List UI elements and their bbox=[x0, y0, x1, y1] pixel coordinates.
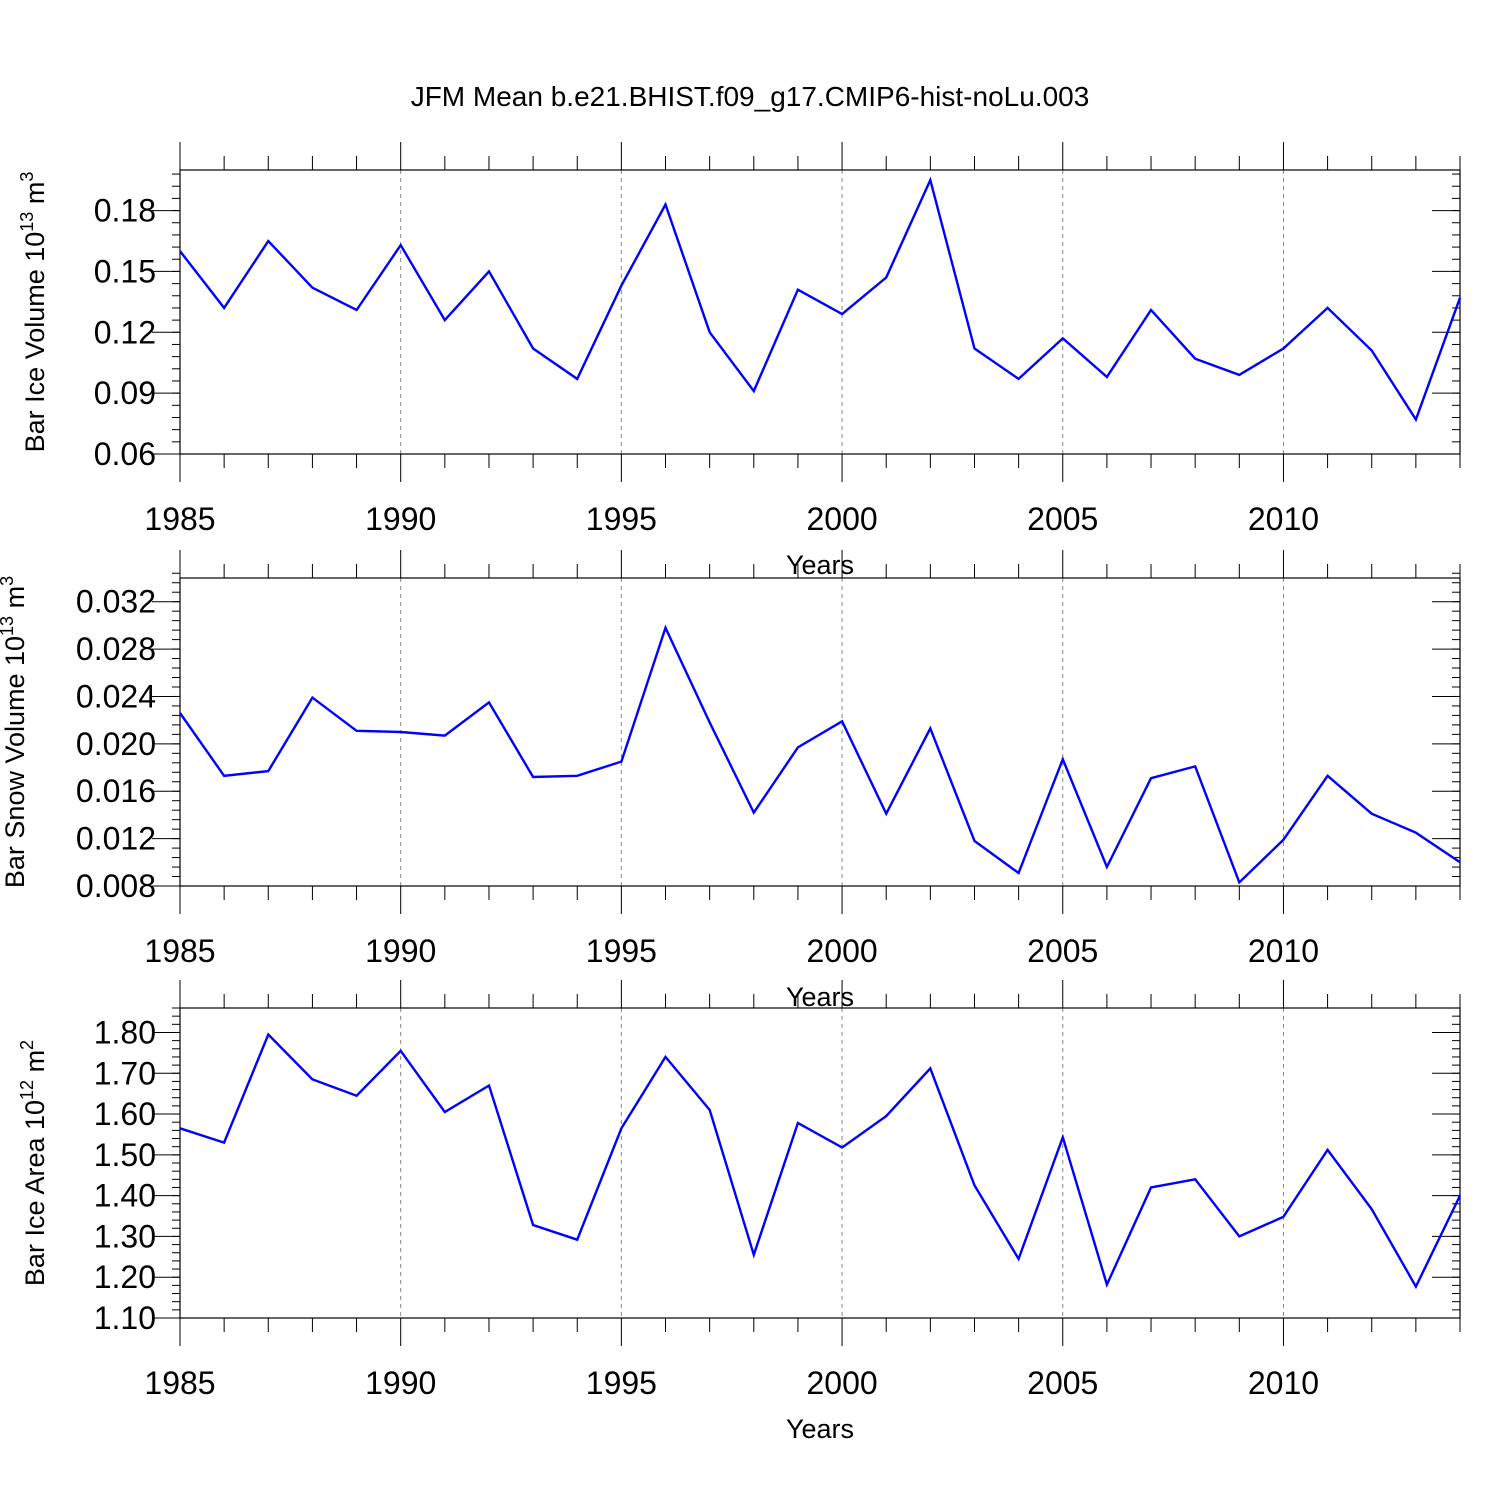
figure-title: JFM Mean b.e21.BHIST.f09_g17.CMIP6-hist-… bbox=[411, 81, 1090, 112]
y-tick-label: 0.15 bbox=[94, 253, 156, 289]
y-tick-label: 0.12 bbox=[94, 314, 156, 350]
plot-frame bbox=[179, 1007, 1461, 1319]
y-tick-label: 1.30 bbox=[94, 1218, 156, 1254]
x-tick-label: 2005 bbox=[1027, 933, 1098, 969]
x-tick-label: 2010 bbox=[1248, 1365, 1319, 1401]
plot-frame bbox=[179, 169, 1461, 455]
y-tick-label: 0.06 bbox=[94, 436, 156, 472]
x-tick-label: 1995 bbox=[586, 1365, 657, 1401]
x-tick-label: 1985 bbox=[144, 1365, 215, 1401]
x-tick-label: 2000 bbox=[806, 501, 877, 537]
y-tick-label: 0.020 bbox=[76, 726, 156, 762]
panel-3: 1.10 1.20 1.30 1.40 1.50 1.60 1.70 1.80 1985 1990… bbox=[17, 980, 1462, 1444]
panels: 0.06 0.09 0.12 0.15 0.18 1985 1990 1995 2000 2005… bbox=[0, 142, 1462, 1444]
y-tick-label: 1.20 bbox=[94, 1259, 156, 1295]
x-axis-title: Years bbox=[786, 550, 854, 580]
series-line bbox=[179, 624, 1461, 885]
x-tick-label: 2000 bbox=[806, 1365, 877, 1401]
y-axis-title: Bar Ice Area 1012 m2 bbox=[17, 1040, 50, 1286]
x-tick-label: 1995 bbox=[586, 501, 657, 537]
series-line bbox=[179, 176, 1462, 423]
y-tick-label: 1.80 bbox=[94, 1014, 156, 1050]
y-tick-label: 0.18 bbox=[94, 193, 156, 229]
x-tick-label: 2010 bbox=[1248, 501, 1319, 537]
x-tick-label: 1990 bbox=[365, 1365, 436, 1401]
x-axis-title: Years bbox=[786, 1414, 854, 1444]
y-tick-label: 0.024 bbox=[76, 678, 156, 714]
y-tick-label: 0.09 bbox=[94, 375, 156, 411]
x-tick-label: 2005 bbox=[1027, 501, 1098, 537]
y-tick-label: 0.032 bbox=[76, 584, 156, 620]
y-tick-label: 0.028 bbox=[76, 631, 156, 667]
y-tick-label: 1.10 bbox=[94, 1300, 156, 1336]
y-tick-label: 0.012 bbox=[76, 821, 156, 857]
x-tick-label: 1985 bbox=[144, 933, 215, 969]
y-tick-label: 1.40 bbox=[94, 1178, 156, 1214]
x-tick-label: 1995 bbox=[586, 933, 657, 969]
series-line bbox=[179, 1032, 1462, 1290]
y-axis-title: Bar Ice Volume 1013 m3 bbox=[17, 172, 50, 453]
x-tick-label: 1985 bbox=[144, 501, 215, 537]
y-tick-label: 0.008 bbox=[76, 868, 156, 904]
panel-2: 0.008 0.012 0.016 0.020 0.024 0.028 0.032 1985 1… bbox=[0, 550, 1461, 1012]
y-tick-label: 0.016 bbox=[76, 773, 156, 809]
x-tick-label: 1990 bbox=[365, 501, 436, 537]
x-tick-label: 2010 bbox=[1248, 933, 1319, 969]
x-axis-title: Years bbox=[786, 982, 854, 1012]
x-tick-label: 1990 bbox=[365, 933, 436, 969]
y-tick-label: 1.50 bbox=[94, 1137, 156, 1173]
panel-1: 0.06 0.09 0.12 0.15 0.18 1985 1990 1995 2000 2005… bbox=[17, 142, 1462, 580]
x-tick-label: 2000 bbox=[806, 933, 877, 969]
y-tick-label: 1.70 bbox=[94, 1055, 156, 1091]
y-axis-title: Bar Snow Volume 1013 m3 bbox=[0, 576, 30, 888]
y-tick-label: 1.60 bbox=[94, 1096, 156, 1132]
x-tick-label: 2005 bbox=[1027, 1365, 1098, 1401]
plot-frame bbox=[179, 577, 1461, 887]
